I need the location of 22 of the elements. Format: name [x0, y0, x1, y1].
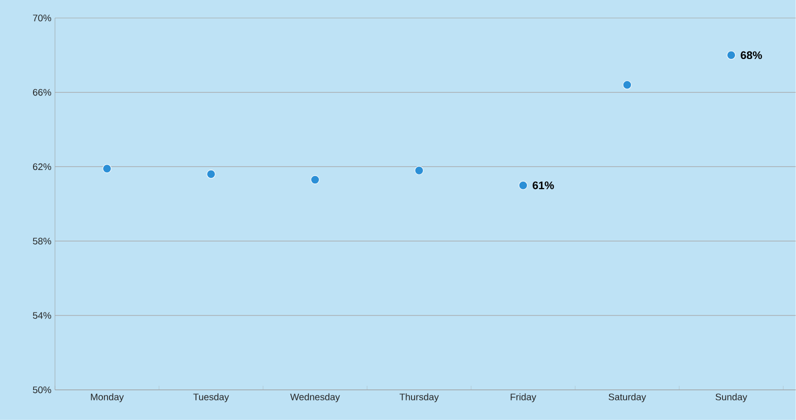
y-tick-label: 50%: [32, 386, 52, 394]
data-label: 61%: [532, 182, 554, 190]
x-tick-label: Saturday: [608, 393, 646, 402]
y-tick-label: 70%: [33, 14, 52, 22]
data-label: 68%: [740, 51, 762, 60]
point: [102, 164, 112, 174]
point: [206, 170, 216, 179]
point: [310, 175, 320, 184]
x-tick-label: Thursday: [400, 393, 439, 402]
x-tick-label: Monday: [90, 393, 124, 402]
y-tick-label: 54%: [32, 312, 52, 319]
point: [726, 50, 736, 60]
point: [518, 180, 528, 190]
point: [622, 80, 632, 90]
x-tick-label: Wednesday: [290, 393, 340, 402]
x-tick-label: Tuesday: [193, 393, 229, 402]
y-tick-label: 62%: [33, 163, 52, 170]
point: [414, 166, 424, 176]
x-tick-label: Sunday: [716, 393, 748, 402]
y-tick-label: 66%: [33, 89, 52, 96]
y-tick-label: 58%: [32, 238, 52, 245]
x-tick-label: Friday: [510, 393, 536, 402]
